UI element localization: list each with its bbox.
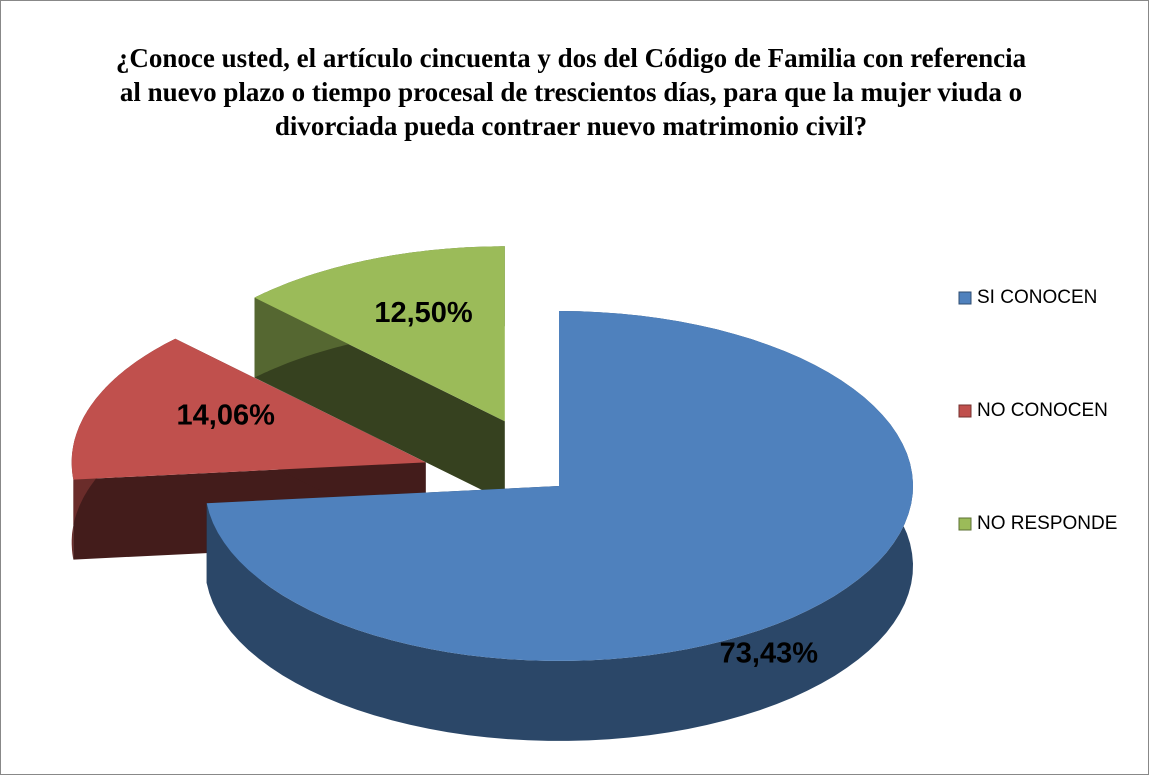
chart-title: ¿Conoce usted, el artículo cincuenta y d… [115,43,1027,141]
slice [71,338,426,480]
slice [254,246,505,422]
data-label: 14,06% [177,400,276,432]
legend-swatch [958,291,972,305]
legend-swatch [958,517,972,531]
data-label: 12,50% [374,297,473,329]
legend-label: NO RESPONDE [977,513,1117,534]
slice [206,311,913,661]
legend-swatch [958,404,972,418]
data-label: 73,43% [720,638,819,670]
legend-label: SI CONOCEN [977,287,1097,308]
legend-label: NO CONOCEN [977,400,1108,421]
